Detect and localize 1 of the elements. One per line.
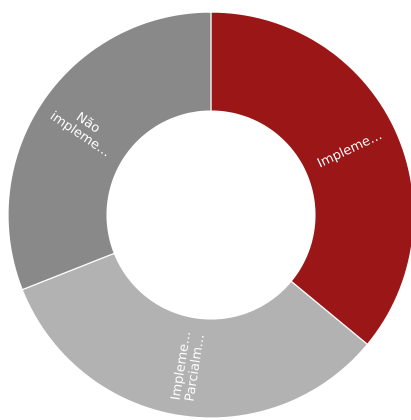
slice-label: Impleme… Parcialm… xyxy=(170,333,204,401)
